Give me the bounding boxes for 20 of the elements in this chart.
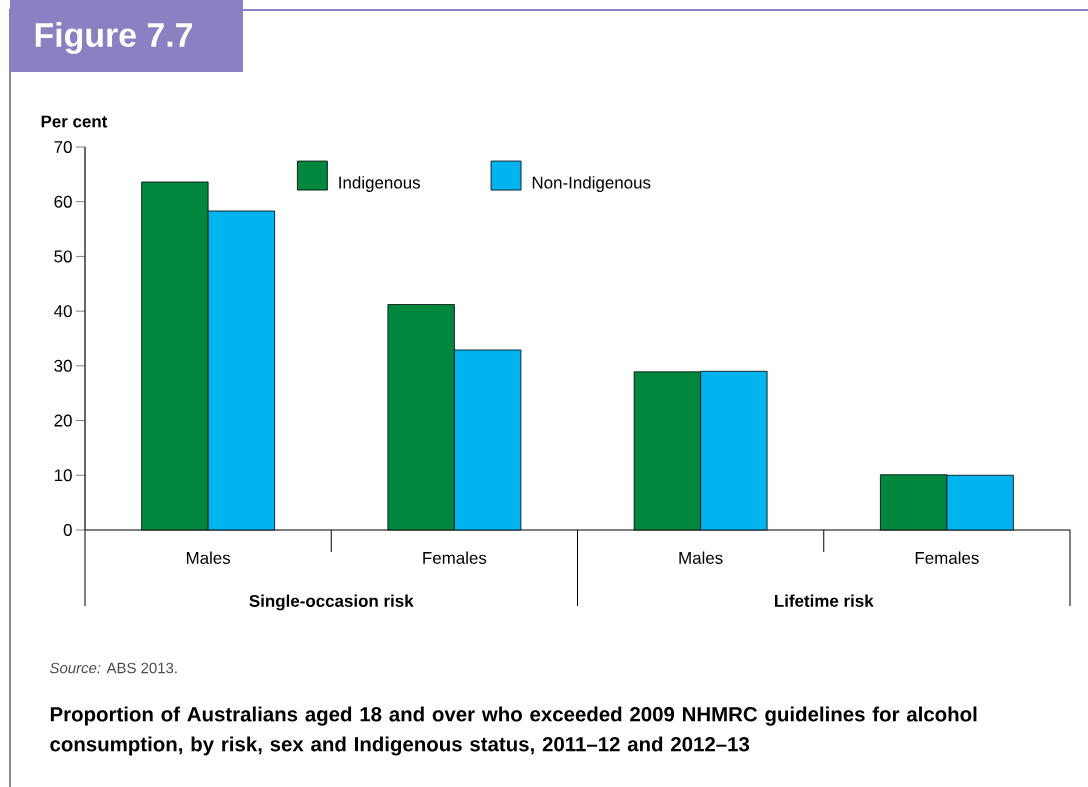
y-tick-label: 50	[54, 250, 72, 263]
y-tick-label: 40	[54, 305, 72, 318]
x-tick-label: Females	[915, 551, 979, 564]
y-tick-label: 30	[54, 359, 72, 372]
text: Lifetime risk	[775, 594, 874, 607]
x-tick-label: Females	[423, 551, 487, 564]
legend-label: Non-Indigenous	[532, 176, 651, 192]
y-tick-label: 10	[54, 469, 72, 482]
text: Single-occasion risk	[249, 594, 414, 611]
y-axis-title: Per cent	[41, 115, 108, 128]
y-tick-label: 20	[54, 414, 72, 427]
chart-title: Figure 7.7	[35, 22, 193, 54]
x-tick-label: Males	[186, 551, 231, 564]
text: Proportion of Australians aged 18 and over who exceeded 2009 NHMRC guidelines for alcohol consumption, by risk, sex and Indigenous status, 2011–12 and 2012–13	[50, 706, 977, 756]
legend-label: Indigenous	[339, 176, 421, 192]
x-tick-label: Males	[679, 551, 723, 564]
y-tick-label: 0	[63, 523, 72, 536]
y-tick-label: 70	[54, 140, 72, 153]
y-tick-label: 60	[54, 195, 72, 208]
text: Source: ABS 2013.	[49, 662, 177, 674]
